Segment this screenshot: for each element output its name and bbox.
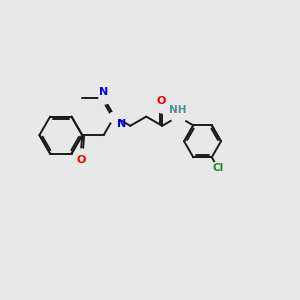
Text: O: O [76,155,86,165]
Text: N: N [117,119,127,129]
Text: N: N [99,87,108,97]
Text: O: O [156,96,165,106]
Text: Cl: Cl [212,163,224,173]
Text: NH: NH [169,105,187,116]
